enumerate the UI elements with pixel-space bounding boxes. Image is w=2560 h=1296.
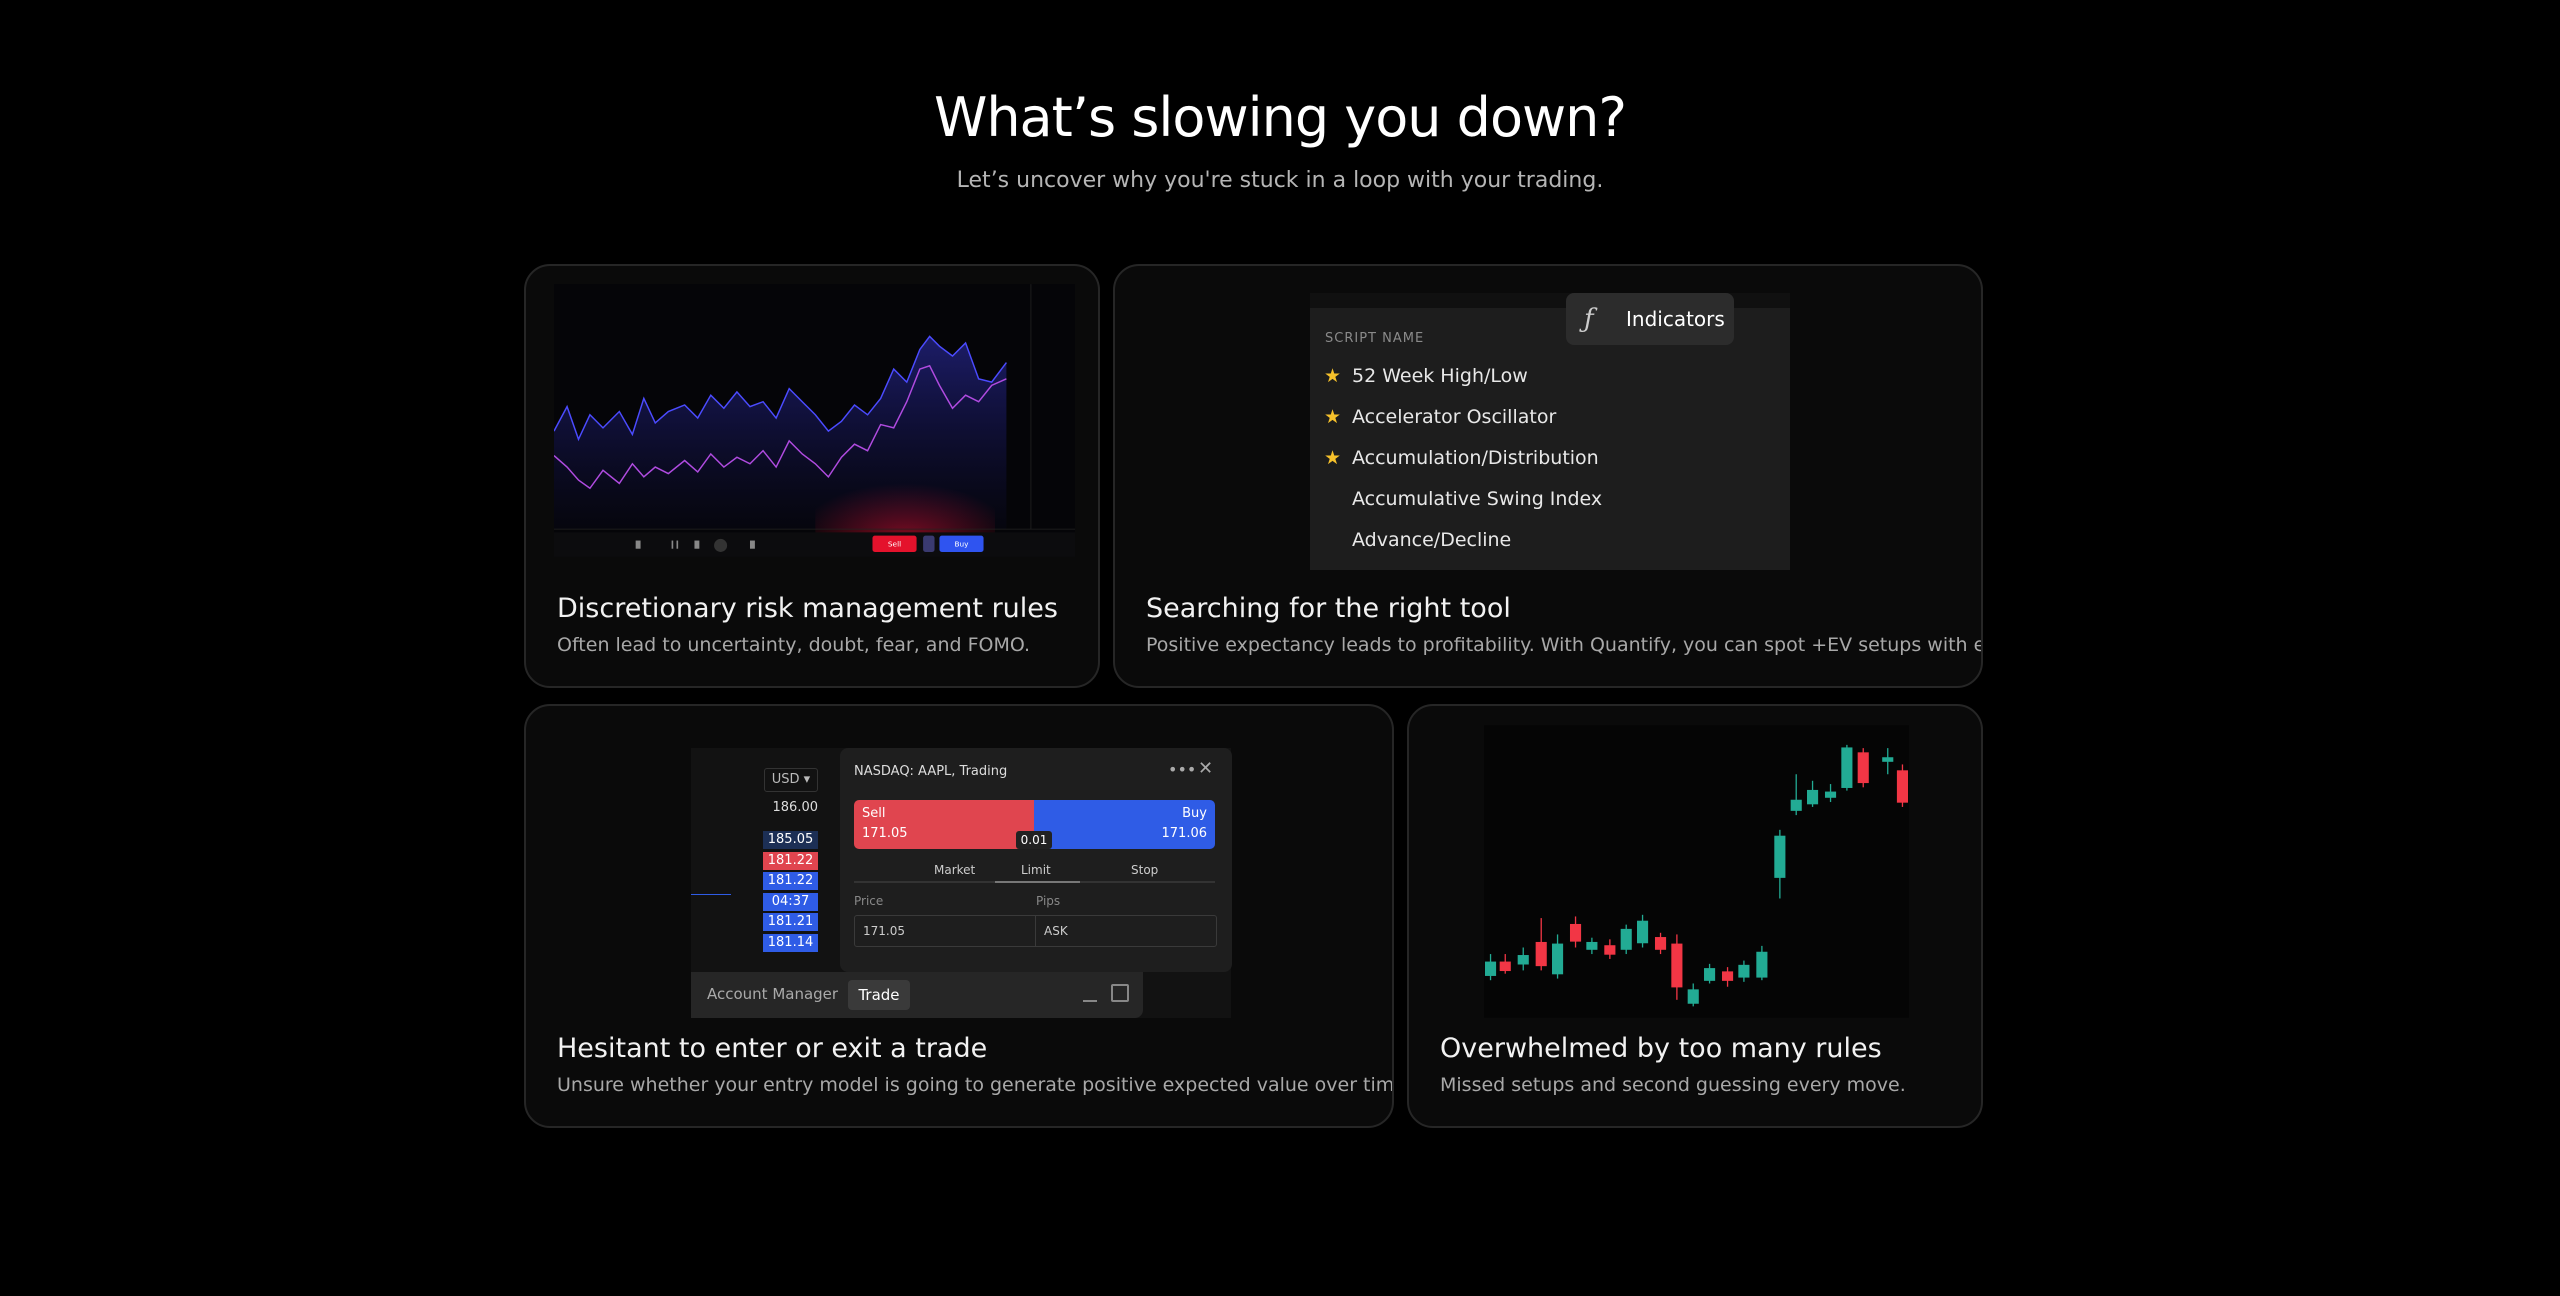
indicator-item[interactable]: Accumulative Swing Index: [1352, 488, 1603, 510]
bottom-bar: Account Manager Trade: [691, 972, 1143, 1018]
close-button[interactable]: ✕: [1198, 758, 1214, 779]
favorite-star: ★: [1324, 447, 1342, 469]
card-title: Overwhelmed by too many rules: [1440, 1033, 1882, 1064]
card-title: Searching for the right tool: [1146, 593, 1511, 624]
order-panel: NASDAQ: AAPL, Trading ••• ✕ Sell 171.05 …: [840, 748, 1232, 972]
buy-label: Buy: [1182, 806, 1207, 821]
button-label: Indicators: [1626, 307, 1725, 331]
ladder-value: 04:37: [763, 892, 818, 911]
heading: What’s slowing you down?: [933, 86, 1627, 149]
indicators-panel: ƒ Indicators SCRIPT NAME ★ 52 Week High/L…: [1310, 293, 1790, 570]
price-line: [691, 894, 731, 895]
tab-active: [995, 881, 1080, 883]
candlestick-preview: [1484, 725, 1909, 1018]
chart-preview: Sell Buy: [554, 284, 1075, 557]
card-description: Positive expectancy leads to profitabili…: [1146, 634, 1983, 656]
subheading: Let’s uncover why you're stuck in a loop…: [956, 168, 1604, 193]
field-label: Pips: [1036, 894, 1061, 908]
ladder-value: 181.21: [763, 913, 818, 931]
function-icon: ƒ: [1584, 304, 1594, 334]
favorite-star: ★: [1324, 365, 1342, 387]
panel-title: NASDAQ: AAPL, Trading: [854, 764, 1008, 779]
ladder-value: 181.14: [763, 933, 818, 952]
card: Sell Buy Discretionary risk management r…: [524, 264, 1100, 688]
spread: 0.01: [1016, 831, 1052, 849]
card-description: Unsure whether your entry model is going…: [557, 1074, 1394, 1096]
column-header: SCRIPT NAME: [1325, 331, 1425, 346]
currency-select: USD ▾: [764, 768, 818, 792]
buy-button: Buy: [954, 540, 969, 549]
tab[interactable]: Market: [934, 863, 976, 877]
tab[interactable]: Limit: [1021, 863, 1051, 877]
minimize-icon[interactable]: [1083, 1000, 1097, 1002]
trade-preview: USD ▾ 186.00 High185.05Ask181.22AAPL181.…: [691, 748, 1232, 1018]
favorite-star: ★: [1324, 406, 1342, 428]
indicators-button: ƒ Indicators: [1566, 293, 1734, 345]
card-description: Often lead to uncertainty, doubt, fear, …: [557, 634, 1031, 656]
tab[interactable]: Stop: [1131, 863, 1159, 877]
currency: USD: [771, 772, 800, 787]
card-title: Hesitant to enter or exit a trade: [557, 1033, 988, 1064]
indicator-item[interactable]: Accumulation/Distribution: [1352, 447, 1599, 469]
more-button[interactable]: •••: [1168, 760, 1197, 779]
indicator-item[interactable]: Advance/Decline: [1352, 529, 1512, 551]
indicator-item[interactable]: Accelerator Oscillator: [1352, 406, 1557, 428]
last-price: 186.00: [772, 800, 819, 815]
ladder-value: 181.22: [763, 851, 818, 870]
buy-price: 171.06: [1161, 826, 1208, 841]
tab[interactable]: Account Manager: [707, 985, 839, 1003]
buy-box[interactable]: Buy 171.06: [1034, 800, 1215, 849]
card-title: Discretionary risk management rules: [557, 593, 1058, 624]
card-description: Missed setups and second guessing every …: [1440, 1074, 1906, 1096]
ladder-value: 185.05: [763, 831, 818, 849]
card: Overwhelmed by too many rules Missed set…: [1407, 704, 1983, 1128]
sell-label: Sell: [862, 806, 886, 821]
sell-price: 171.05: [862, 826, 908, 841]
ladder-value: 181.22: [763, 872, 818, 890]
maximize-icon[interactable]: [1111, 984, 1129, 1002]
card: USD ▾ 186.00 High185.05Ask181.22AAPL181.…: [524, 704, 1394, 1128]
pips-input[interactable]: ASK: [1035, 915, 1217, 947]
sell-box[interactable]: Sell 171.05: [854, 800, 1034, 849]
field-label: Price: [854, 894, 884, 908]
card: ƒ Indicators SCRIPT NAME ★ 52 Week High/L…: [1113, 264, 1983, 688]
price-input[interactable]: 171.05: [854, 915, 1036, 947]
indicator-item[interactable]: 52 Week High/Low: [1352, 365, 1528, 387]
sell-button: Sell: [888, 540, 901, 549]
tab-active[interactable]: Trade: [848, 980, 910, 1010]
